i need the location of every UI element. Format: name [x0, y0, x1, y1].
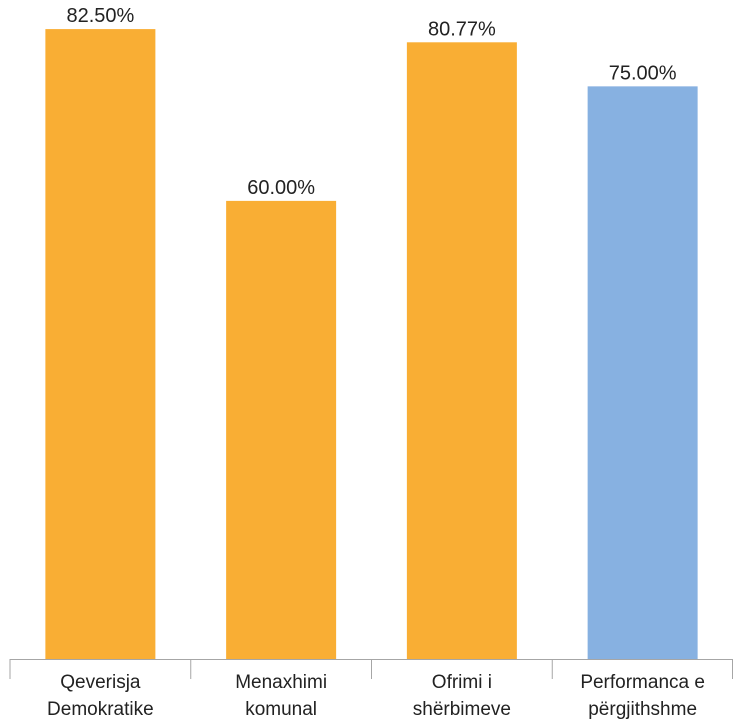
- bar-4: [587, 86, 698, 659]
- category-label-4-line-2: përgjithshme: [588, 699, 697, 720]
- category-labels-group: Qeverisja Demokratike Menaxhimi komunal Ofri…: [47, 672, 705, 720]
- data-label-4: 75.00%: [609, 62, 677, 84]
- category-label-3-line-1: Ofrimi i: [432, 672, 492, 693]
- data-labels-group: 82.50% 60.00% 80.77% 75.00%: [66, 5, 676, 199]
- category-label-4-line-1: Performanca e: [580, 672, 705, 693]
- data-label-3: 80.77%: [428, 18, 496, 40]
- data-label-2: 60.00%: [247, 177, 315, 199]
- category-label-2-line-2: komunal: [245, 699, 317, 720]
- category-label-1-line-2: Demokratike: [47, 699, 154, 720]
- bar-3: [406, 42, 517, 659]
- bars-group: [45, 29, 698, 659]
- bar-2: [226, 200, 337, 659]
- bar-1: [45, 29, 156, 659]
- category-label-3-line-2: shërbimeve: [413, 699, 511, 720]
- category-label-1-line-1: Qeverisja: [60, 672, 141, 693]
- category-label-2-line-1: Menaxhimi: [235, 672, 327, 693]
- data-label-1: 82.50%: [66, 5, 134, 27]
